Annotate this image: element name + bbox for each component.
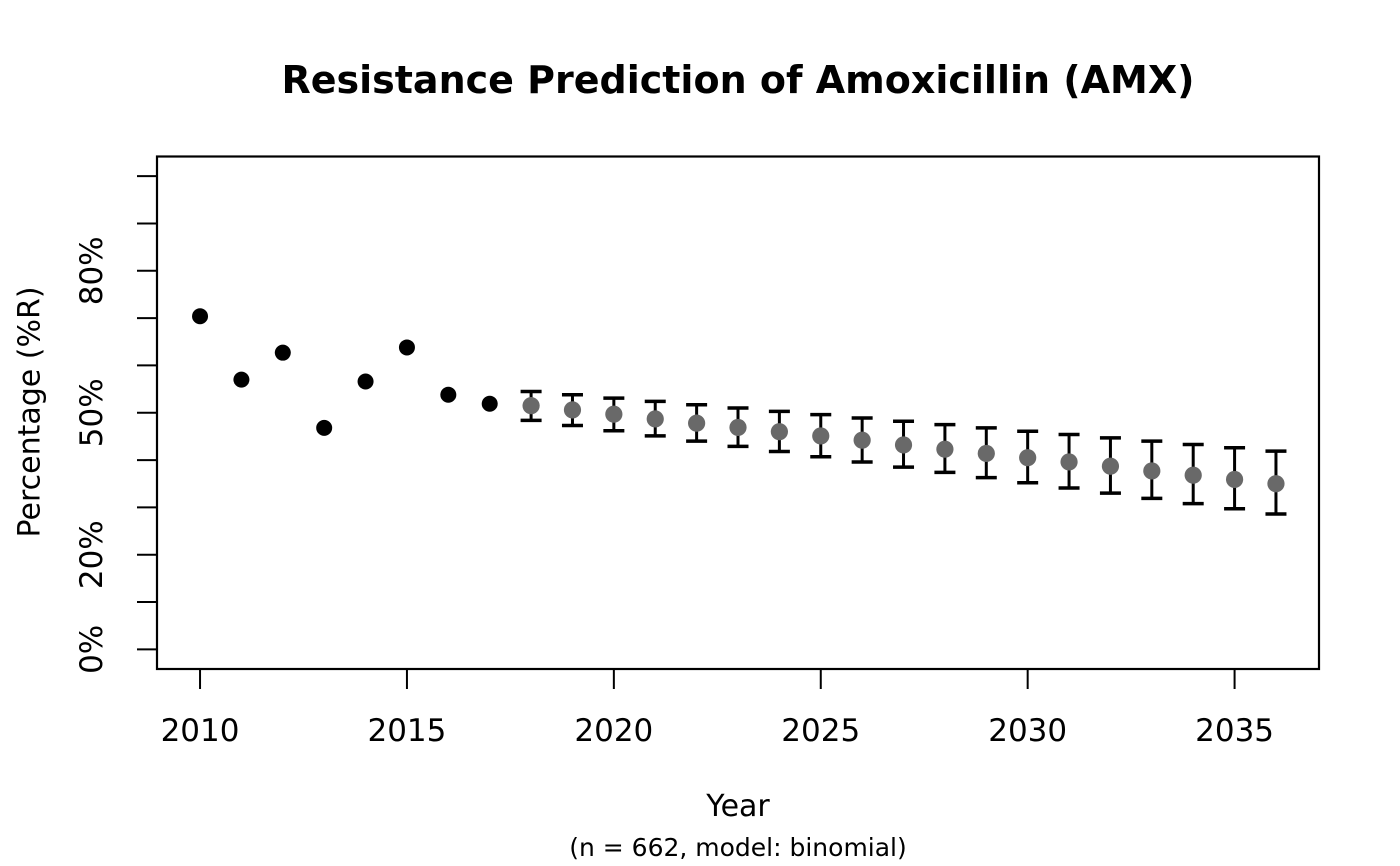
observed-point (233, 371, 250, 388)
x-tick-label: 2020 (574, 713, 653, 749)
prediction-point (977, 444, 995, 463)
y-tick-label: 0% (74, 625, 110, 674)
observed-point (357, 373, 374, 390)
prediction-point (1060, 453, 1078, 471)
prediction-point (894, 436, 913, 454)
x-tick-label: 2010 (161, 713, 240, 749)
x-tick-label: 2025 (781, 713, 860, 749)
prediction-point (646, 410, 664, 428)
x-tick-label: 2015 (367, 713, 446, 749)
x-axis-subtitle: (n = 662, model: binomial) (569, 833, 907, 862)
y-axis-title: Percentage (%R) (12, 286, 48, 538)
chart-title: Resistance Prediction of Amoxicillin (AM… (281, 58, 1195, 102)
prediction-point (770, 423, 788, 441)
x-tick-label: 2035 (1195, 713, 1274, 749)
prediction-point (853, 431, 871, 449)
prediction-point (1225, 470, 1244, 489)
prediction-point (688, 414, 706, 432)
y-tick-label: 80% (74, 236, 110, 305)
prediction-point (522, 397, 540, 415)
observed-point (481, 395, 498, 412)
prediction-point (729, 418, 747, 437)
prediction-point (1101, 457, 1120, 475)
observed-point (316, 419, 333, 436)
prediction-point (1184, 466, 1202, 484)
x-axis-title: Year (706, 789, 770, 824)
observed-point (440, 386, 457, 403)
prediction-point (1267, 475, 1285, 493)
observed-point (192, 308, 209, 325)
prediction-point (563, 401, 582, 419)
observed-point (274, 344, 291, 361)
prediction-point (936, 440, 954, 458)
y-tick-label: 50% (74, 378, 110, 447)
prediction-point (605, 405, 623, 423)
prediction-point (812, 427, 830, 445)
observed-point (398, 339, 415, 356)
y-tick-label: 20% (74, 520, 110, 589)
prediction-point (1019, 449, 1037, 467)
x-tick-label: 2030 (988, 713, 1067, 749)
prediction-point (1143, 462, 1161, 480)
